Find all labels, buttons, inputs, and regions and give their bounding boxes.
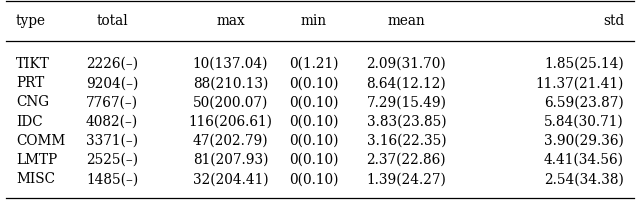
Text: 5.84(30.71): 5.84(30.71) [544,115,624,129]
Text: 10(137.04): 10(137.04) [193,57,268,71]
Text: mean: mean [388,14,425,28]
Text: 3.16(22.35): 3.16(22.35) [367,134,446,148]
Text: type: type [16,14,46,28]
Text: MISC: MISC [16,172,55,186]
Text: 2.37(22.86): 2.37(22.86) [367,153,446,167]
Text: max: max [216,14,244,28]
Text: 7.29(15.49): 7.29(15.49) [366,95,447,109]
Text: LMTP: LMTP [16,153,57,167]
Text: 4082(–): 4082(–) [86,115,138,129]
Text: 3.83(23.85): 3.83(23.85) [367,115,446,129]
Text: 88(210.13): 88(210.13) [193,76,268,90]
Text: 6.59(23.87): 6.59(23.87) [544,95,624,109]
Text: 47(202.79): 47(202.79) [193,134,268,148]
Text: 9204(–): 9204(–) [86,76,138,90]
Text: 0(1.21): 0(1.21) [289,57,339,71]
Text: CNG: CNG [16,95,49,109]
Text: TIKT: TIKT [16,57,50,71]
Text: 7767(–): 7767(–) [86,95,138,109]
Text: min: min [301,14,326,28]
Text: 2525(–): 2525(–) [86,153,138,167]
Text: 1.85(25.14): 1.85(25.14) [544,57,624,71]
Text: 0(0.10): 0(0.10) [289,172,339,186]
Text: 50(200.07): 50(200.07) [193,95,268,109]
Text: 0(0.10): 0(0.10) [289,76,339,90]
Text: 2.09(31.70): 2.09(31.70) [367,57,446,71]
Text: 1.39(24.27): 1.39(24.27) [367,172,446,186]
Text: std: std [603,14,624,28]
Text: 3.90(29.36): 3.90(29.36) [544,134,624,148]
Text: 1485(–): 1485(–) [86,172,138,186]
Text: 0(0.10): 0(0.10) [289,153,339,167]
Text: total: total [96,14,128,28]
Text: 11.37(21.41): 11.37(21.41) [536,76,624,90]
Text: 116(206.61): 116(206.61) [188,115,273,129]
Text: 0(0.10): 0(0.10) [289,115,339,129]
Text: 2226(–): 2226(–) [86,57,138,71]
Text: COMM: COMM [16,134,65,148]
Text: 4.41(34.56): 4.41(34.56) [544,153,624,167]
Text: 8.64(12.12): 8.64(12.12) [367,76,446,90]
Text: PRT: PRT [16,76,44,90]
Text: 0(0.10): 0(0.10) [289,95,339,109]
Text: 0(0.10): 0(0.10) [289,134,339,148]
Text: 2.54(34.38): 2.54(34.38) [544,172,624,186]
Text: 81(207.93): 81(207.93) [193,153,268,167]
Text: IDC: IDC [16,115,43,129]
Text: 32(204.41): 32(204.41) [193,172,268,186]
Text: 3371(–): 3371(–) [86,134,138,148]
